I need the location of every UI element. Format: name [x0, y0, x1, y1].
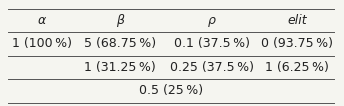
- Text: 1 (100 %): 1 (100 %): [12, 37, 72, 50]
- Text: 5 (68.75 %): 5 (68.75 %): [84, 37, 157, 50]
- Text: α: α: [38, 14, 46, 27]
- Text: 1 (31.25 %): 1 (31.25 %): [85, 61, 156, 74]
- Text: 0.25 (37.5 %): 0.25 (37.5 %): [170, 61, 254, 74]
- Text: 0.1 (37.5 %): 0.1 (37.5 %): [174, 37, 250, 50]
- Text: ρ: ρ: [208, 14, 216, 27]
- Text: elit: elit: [287, 14, 307, 27]
- Text: 1 (6.25 %): 1 (6.25 %): [265, 61, 329, 74]
- Text: β: β: [116, 14, 124, 27]
- Text: 0.5 (25 %): 0.5 (25 %): [139, 84, 203, 97]
- Text: 0 (93.75 %): 0 (93.75 %): [261, 37, 333, 50]
